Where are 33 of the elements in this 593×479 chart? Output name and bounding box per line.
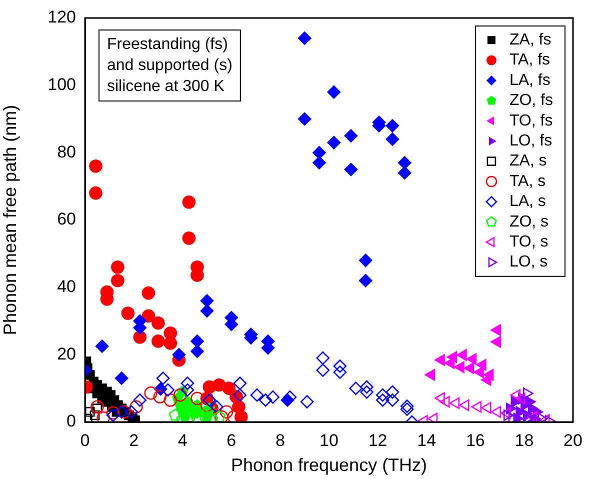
y-tick-label: 100 [48, 75, 76, 94]
x-tick-label: 6 [226, 430, 236, 450]
y-tick-label: 40 [57, 277, 76, 296]
legend-label: TA, fs [509, 52, 550, 69]
x-tick-label: 14 [417, 430, 436, 450]
y-tick-label: 0 [66, 412, 76, 431]
legend-label: ZA, s [509, 152, 547, 170]
x-tick-label: 2 [129, 430, 139, 450]
legend-label: TO, fs [509, 112, 553, 130]
legend-label: TA, s [509, 172, 546, 190]
legend-label: ZO, fs [509, 92, 554, 110]
x-tick-label: 16 [466, 430, 485, 450]
y-tick-label: 20 [57, 344, 76, 364]
legend-label: TO, s [509, 234, 548, 251]
x-tick-label: 12 [368, 430, 388, 450]
y-tick-label: 60 [57, 210, 76, 229]
legend-label: LA, s [509, 193, 546, 210]
legend-label: ZA, fs [509, 32, 552, 49]
legend-label: LO, s [509, 254, 548, 271]
legend-label: ZO, s [509, 213, 549, 230]
legend-label: LO, fs [509, 132, 552, 150]
x-tick-label: 4 [178, 430, 188, 450]
x-tick-label: 10 [320, 430, 338, 450]
x-tick-label: 0 [80, 430, 90, 450]
y-tick-label: 80 [57, 142, 76, 162]
legend-label: LA, fs [509, 72, 550, 89]
x-tick-label: 20 [564, 430, 582, 450]
y-tick-label: 120 [48, 8, 76, 27]
x-tick-label: 18 [514, 430, 534, 450]
x-axis-title: Phonon frequency (THz) [230, 455, 428, 476]
y-axis-title: Phonon mean free path (nm) [0, 104, 20, 336]
annotation: Freestanding (fs) and supported (s) silicene at 300 K [107, 36, 232, 95]
x-tick-label: 8 [275, 430, 285, 450]
